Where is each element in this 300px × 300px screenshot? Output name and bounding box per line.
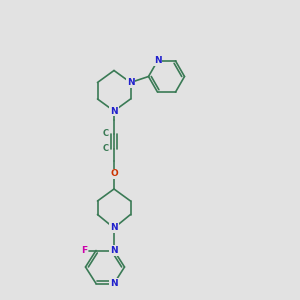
Text: N: N xyxy=(110,224,118,232)
Text: O: O xyxy=(110,169,118,178)
Text: N: N xyxy=(110,106,118,116)
Text: N: N xyxy=(127,78,134,87)
Text: C: C xyxy=(103,129,109,138)
Text: F: F xyxy=(81,246,87,255)
Text: C: C xyxy=(103,144,109,153)
Text: N: N xyxy=(110,279,118,288)
Text: N: N xyxy=(110,246,118,255)
Text: N: N xyxy=(154,56,161,65)
